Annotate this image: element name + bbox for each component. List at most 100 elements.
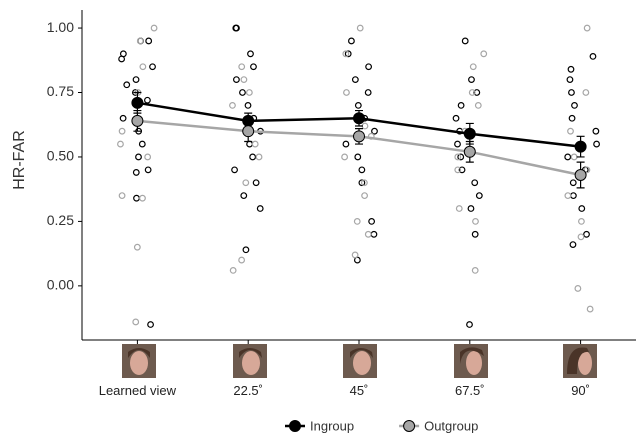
raw-point (354, 219, 360, 225)
raw-point (578, 234, 584, 240)
y-axis-label: HR-FAR (11, 130, 28, 190)
legend-marker (404, 421, 415, 432)
raw-point (570, 180, 576, 186)
raw-point (148, 322, 154, 328)
raw-point (467, 322, 473, 328)
raw-point (371, 231, 377, 237)
legend-item: Outgroup (399, 418, 478, 433)
face-icon (454, 344, 488, 378)
raw-point (343, 141, 349, 147)
raw-point (567, 77, 573, 83)
x-tick-label: Learned view (97, 383, 177, 398)
raw-point (119, 193, 125, 199)
raw-point (587, 306, 593, 312)
y-tick-label: 0.75 (47, 83, 74, 99)
raw-point (456, 206, 462, 212)
raw-point (362, 123, 368, 129)
raw-point (240, 90, 246, 96)
raw-point (594, 141, 600, 147)
raw-point (570, 242, 576, 248)
raw-point (565, 154, 571, 160)
raw-point (565, 193, 571, 199)
raw-point (579, 219, 585, 225)
raw-point (583, 90, 589, 96)
raw-point (145, 167, 151, 173)
raw-point (247, 141, 253, 147)
raw-point (473, 219, 479, 225)
mean-point (575, 141, 586, 152)
raw-point (133, 319, 139, 325)
raw-point (353, 77, 359, 83)
mean-point (132, 97, 143, 108)
raw-point (119, 128, 125, 134)
raw-point (571, 193, 577, 199)
x-tick-label: 45˚ (319, 383, 399, 398)
raw-point (243, 180, 249, 186)
raw-point (139, 141, 145, 147)
raw-point (239, 257, 245, 263)
raw-point (119, 56, 125, 62)
mean-point (464, 146, 475, 157)
mean-point (354, 131, 365, 142)
raw-point (151, 25, 157, 31)
raw-point (569, 115, 575, 121)
raw-point (572, 103, 578, 109)
raw-point (253, 180, 259, 186)
raw-point (575, 286, 581, 292)
raw-point (140, 195, 146, 201)
raw-point (569, 90, 575, 96)
raw-point (257, 206, 263, 212)
raw-point (365, 90, 371, 96)
raw-point (369, 219, 375, 225)
mean-point (354, 113, 365, 124)
raw-point (357, 25, 363, 31)
legend-label: Ingroup (310, 418, 354, 433)
mean-point (132, 115, 143, 126)
raw-point (250, 154, 256, 160)
raw-point (470, 64, 476, 70)
raw-point (481, 51, 487, 57)
raw-point (136, 154, 142, 160)
legend-label: Outgroup (424, 418, 478, 433)
raw-point (349, 38, 355, 44)
raw-point (124, 82, 130, 88)
y-tick-label: 0.50 (47, 148, 74, 164)
raw-point (251, 64, 257, 70)
raw-point (472, 231, 478, 237)
raw-point (145, 97, 151, 103)
x-tick-label: 90˚ (541, 383, 621, 398)
chart: HR-FAR 0.000.250.500.751.00IngroupOutgro… (0, 0, 641, 434)
raw-point (366, 64, 372, 70)
raw-point (133, 77, 139, 83)
mean-point (243, 126, 254, 137)
raw-point (579, 206, 585, 212)
raw-point (568, 66, 574, 72)
raw-point (247, 90, 253, 96)
raw-point (234, 77, 240, 83)
legend-marker (290, 421, 301, 432)
raw-point (342, 154, 348, 160)
raw-point (230, 103, 236, 109)
raw-point (243, 247, 249, 253)
mean-point (464, 128, 475, 139)
raw-point (232, 167, 238, 173)
raw-point (256, 154, 262, 160)
raw-point (146, 38, 152, 44)
raw-point (248, 51, 254, 57)
raw-point (133, 170, 139, 176)
raw-point (472, 180, 478, 186)
raw-point (590, 54, 596, 60)
raw-point (150, 64, 156, 70)
raw-point (365, 231, 371, 237)
raw-point (252, 141, 258, 147)
raw-point (120, 115, 126, 121)
raw-point (362, 193, 368, 199)
raw-point (469, 77, 475, 83)
raw-point (356, 103, 362, 109)
raw-point (352, 252, 358, 258)
raw-point (145, 154, 151, 160)
raw-point (462, 38, 468, 44)
y-tick-label: 1.00 (47, 19, 74, 35)
legend-item: Ingroup (285, 418, 354, 433)
raw-point (118, 141, 124, 147)
